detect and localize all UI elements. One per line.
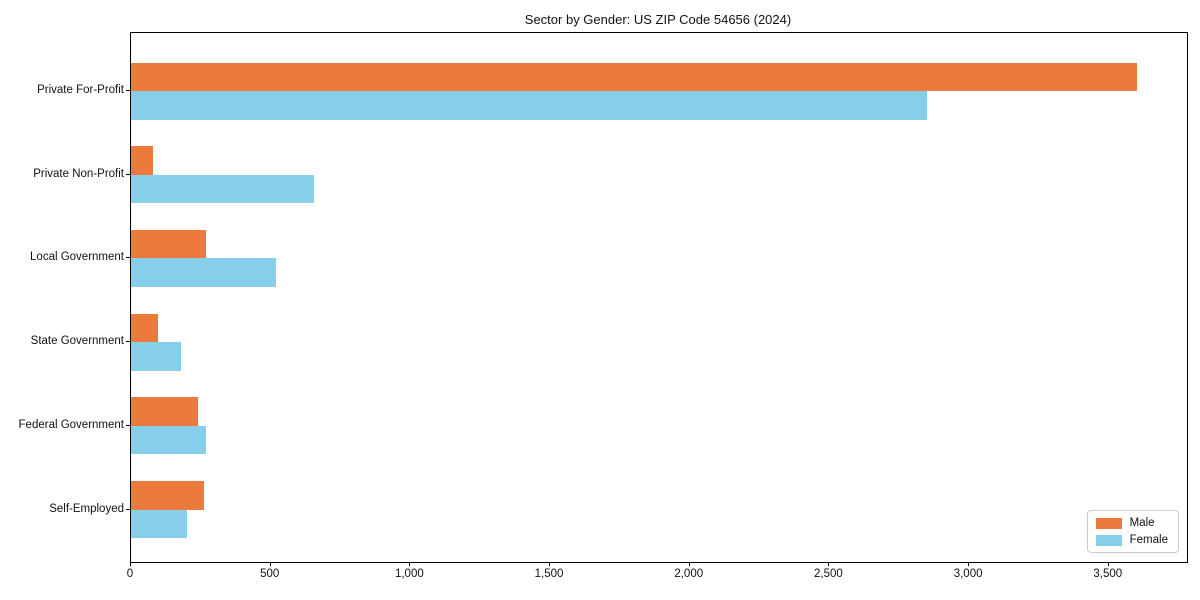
x-tick-mark-0 [130,562,131,566]
bar-male-5 [131,481,204,510]
y-tick-mark-1 [126,173,130,175]
y-tick-label-1: Private Non-Profit [33,167,124,180]
bar-male-0 [131,62,1137,91]
legend: Male Female [1086,510,1179,553]
bar-male-1 [131,146,153,175]
bar-female-3 [131,342,181,371]
bar-female-0 [131,91,927,120]
bar-female-4 [131,425,206,455]
y-tick-mark-4 [126,424,130,426]
x-tick-label-5: 2,500 [814,568,843,580]
chart-title: Sector by Gender: US ZIP Code 54656 (202… [524,12,792,27]
x-tick-mark-2 [409,562,411,566]
x-tick-mark-1 [269,562,271,566]
y-tick-label-5: Self-Employed [49,502,124,515]
y-tick-label-2: Local Government [30,251,124,264]
legend-item-male: Male [1095,517,1168,529]
y-tick-mark-3 [126,341,130,343]
y-tick-label-0: Private For-Profit [37,84,124,96]
plot-area: Male Female [130,32,1188,563]
legend-item-female: Female [1095,534,1168,546]
x-tick-label-1: 500 [260,568,280,580]
x-tick-mark-6 [968,562,970,566]
bar-female-1 [131,174,314,204]
bar-male-2 [131,229,206,259]
bar-male-3 [131,313,158,343]
y-tick-label-4: Federal Government [18,418,124,431]
bar-male-4 [131,397,198,426]
x-tick-label-2: 1,000 [394,568,424,580]
bar-female-5 [131,509,187,538]
x-tick-label-4: 2,000 [674,568,704,580]
bar-female-2 [131,258,276,287]
legend-label-male: Male [1129,517,1155,529]
x-tick-mark-4 [688,562,690,566]
y-tick-mark-2 [126,257,130,259]
y-tick-mark-0 [126,90,130,91]
x-tick-mark-3 [549,562,551,566]
male-color-swatch [1095,517,1122,529]
x-tick-label-7: 3,500 [1093,568,1123,580]
x-tick-mark-5 [828,562,830,566]
y-tick-label-3: State Government [30,335,124,348]
x-tick-label-6: 3,000 [953,568,983,580]
x-tick-label-0: 0 [126,568,134,580]
legend-label-female: Female [1129,534,1168,546]
y-tick-mark-5 [126,508,130,510]
female-color-swatch [1095,534,1122,546]
x-tick-label-3: 1,500 [534,568,564,580]
x-tick-mark-7 [1107,562,1109,566]
